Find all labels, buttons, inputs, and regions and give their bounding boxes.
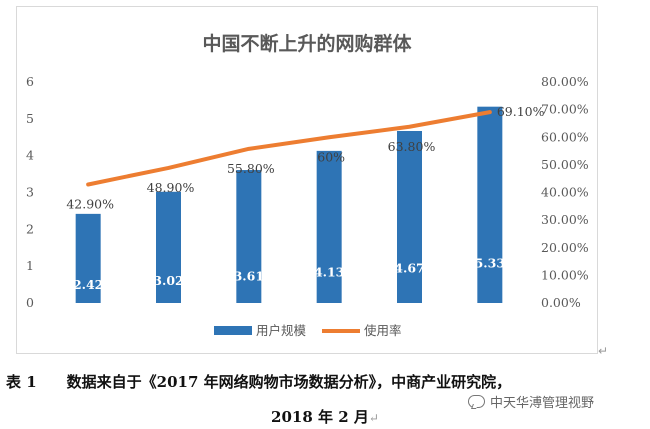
right-axis-tick-label: 50.00% (541, 157, 589, 172)
line-point (247, 147, 251, 151)
left-axis-tick-label: 6 (26, 74, 34, 89)
line-point (327, 135, 331, 139)
chart-title: 中国不断上升的网购群体 (202, 32, 412, 55)
bar-data-label: 5.33 (475, 256, 505, 271)
watermark: 中天华溥管理视野 (468, 392, 594, 411)
bar-data-label: 3.61 (234, 268, 264, 283)
right-axis-tick-label: 70.00% (541, 102, 589, 117)
chart-return-mark: ↵ (598, 344, 608, 358)
left-axis-tick-label: 2 (26, 221, 34, 236)
wechat-icon (468, 395, 485, 408)
bar (156, 191, 181, 303)
line-series: 42.90% 48.90% 55.80% 60% 63.80% 69.10% (66, 104, 544, 211)
line-data-label: 42.90% (66, 196, 114, 211)
caption-text-1: 表 1 数据来自于《2017 年网络购物市场数据分析》，中商产业研究院， (6, 373, 512, 391)
caption-return-mark: ↵ (368, 411, 379, 425)
bar (75, 213, 101, 303)
line-data-label: 60% (317, 149, 345, 164)
left-axis-tick-label: 0 (26, 295, 34, 310)
bar-data-label: 3.02 (153, 273, 183, 288)
right-axis-tick-label: 60.00% (541, 129, 589, 144)
line-data-label: 48.90% (147, 180, 195, 195)
caption-text-2: 2018 年 2 月 (271, 408, 369, 426)
right-axis: 0.00% 10.00% 20.00% 30.00% 40.00% 50.00% 60.00… (541, 74, 589, 310)
bar (397, 130, 422, 303)
right-axis-tick-label: 40.00% (541, 185, 589, 200)
left-axis-tick-label: 3 (26, 185, 34, 200)
legend-swatch-bar (214, 326, 252, 335)
left-axis: 0 1 2 3 4 5 6 (26, 74, 34, 310)
right-axis-tick-label: 10.00% (541, 267, 589, 282)
bar-series: 2.42 3.02 3.61 4.13 4.67 5.33 (73, 106, 505, 303)
line-data-label: 63.80% (388, 139, 436, 154)
line-point (86, 182, 90, 186)
line-point (167, 166, 170, 170)
bar-data-label: 4.13 (314, 265, 344, 280)
caption-line-1: 表 1 数据来自于《2017 年网络购物市场数据分析》，中商产业研究院， (6, 371, 650, 392)
left-axis-tick-label: 5 (26, 111, 34, 126)
bar-data-label: 4.67 (394, 261, 424, 276)
line-data-label: 55.80% (227, 161, 275, 176)
legend-label-bar: 用户规模 (256, 323, 307, 338)
line-point (408, 125, 411, 129)
legend-label-line: 使用率 (364, 323, 402, 338)
line-data-label: 69.10% (497, 104, 545, 119)
watermark-text: 中天华溥管理视野 (490, 396, 595, 411)
line-point (488, 110, 492, 114)
left-axis-tick-label: 4 (26, 148, 34, 163)
bar (236, 170, 262, 303)
right-axis-tick-label: 30.00% (541, 212, 589, 227)
bar (477, 106, 503, 303)
line-path (86, 110, 492, 187)
right-axis-tick-label: 20.00% (541, 240, 589, 255)
bar-data-label: 2.42 (73, 277, 103, 292)
bar (316, 150, 342, 303)
caption-line-2: 2018 年 2 月↵ (0, 406, 650, 427)
right-axis-tick-label: 80.00% (541, 74, 589, 89)
left-axis-tick-label: 1 (26, 258, 34, 273)
legend: 用户规模 使用率 (214, 323, 402, 338)
right-axis-tick-label: 0.00% (541, 295, 581, 310)
